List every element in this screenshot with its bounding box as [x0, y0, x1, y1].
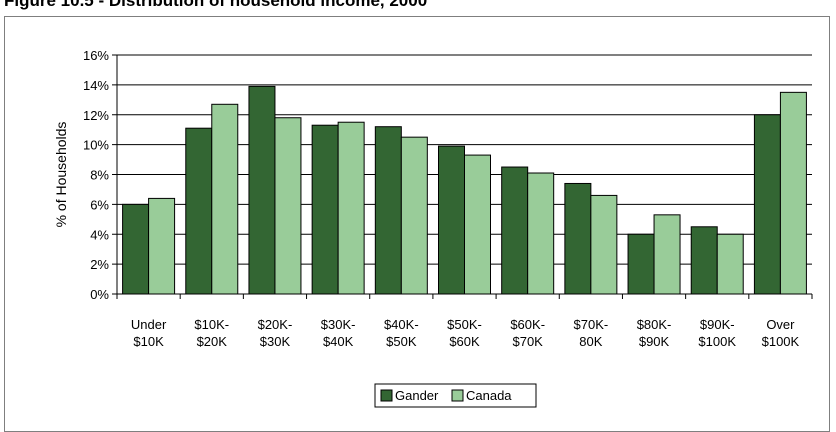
legend: Gander Canada [374, 383, 537, 408]
bar-canada [653, 214, 681, 295]
axes [112, 54, 813, 299]
x-tick-label: $30K-$40K [321, 317, 356, 349]
x-tick-label: $90K-$100K [698, 317, 736, 349]
x-tick-label: $20K-$30K [258, 317, 293, 349]
bar-canada [779, 91, 807, 295]
y-tick-label: 16% [83, 48, 109, 63]
legend-swatch-canada [451, 389, 464, 402]
bar-gander [311, 124, 339, 295]
x-tick-label: $70K-80K [574, 317, 609, 349]
x-tick-labels: Under $10K $10K-$20K $20K-$30K $30K-$40K $40K… [131, 317, 800, 349]
bar-gander [438, 145, 465, 295]
bar-gander [374, 126, 402, 295]
bar-gander [753, 114, 781, 295]
bar-gander [564, 182, 592, 295]
bar-canada [148, 197, 176, 295]
bar-gander [185, 127, 213, 295]
y-tick-label: 6% [90, 197, 109, 212]
bar-canada [400, 136, 428, 295]
y-tick-label: 0% [90, 287, 109, 302]
bar-gander [501, 166, 529, 295]
y-tick-label: 2% [90, 257, 109, 272]
x-tick-label: $80K-$90K [637, 317, 672, 349]
bar-canada [590, 194, 618, 295]
bar-canada [464, 154, 491, 295]
x-tick-label: $50K-$60K [447, 317, 482, 349]
bar-gander [690, 226, 718, 295]
legend-label-canada: Canada [466, 388, 512, 403]
x-tick-label: Over $100K [762, 317, 800, 349]
bars [122, 85, 807, 295]
x-tick-label: $40K-$50K [384, 317, 419, 349]
bar-canada [337, 121, 365, 295]
x-tick-label: $10K-$20K [194, 317, 229, 349]
bar-canada [211, 103, 239, 295]
x-tick-label: $60K-$70K [510, 317, 545, 349]
bar-canada [716, 233, 744, 295]
y-tick-labels: 0% 2% 4% 6% 8% 10% 12% 14% 16% [83, 48, 109, 302]
legend-label-gander: Gander [395, 388, 439, 403]
y-tick-label: 4% [90, 227, 109, 242]
y-tick-label: 14% [83, 78, 109, 93]
y-tick-label: 10% [83, 138, 109, 153]
bar-canada [274, 117, 302, 295]
bar-gander [627, 233, 655, 295]
legend-swatch-gander [380, 389, 393, 402]
x-tick-label: Under $10K [131, 317, 167, 349]
y-tick-label: 8% [90, 168, 109, 183]
y-tick-label: 12% [83, 108, 109, 123]
bar-gander [248, 85, 276, 295]
figure-title: Figure 10.5 - Distribution of household … [4, 0, 428, 10]
bar-gander [122, 203, 150, 295]
bar-canada [527, 172, 555, 295]
y-axis-label: % of Households [53, 122, 69, 228]
